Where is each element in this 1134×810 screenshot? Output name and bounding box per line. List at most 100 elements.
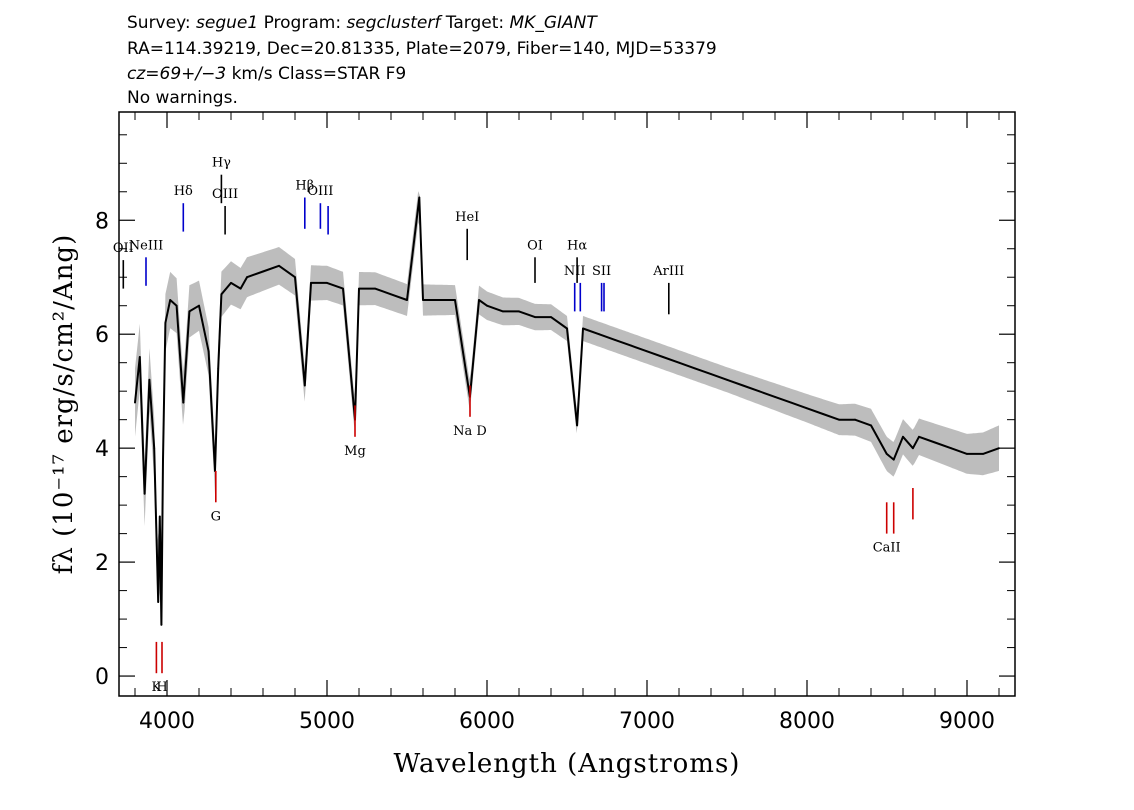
x-tick-label: 8000: [779, 709, 835, 734]
line-marker-label: H: [156, 680, 167, 695]
flux-point: [406, 299, 408, 301]
line-marker-label: HeI: [455, 210, 479, 225]
line-marker-label: Na D: [453, 424, 487, 439]
header-line-1: Survey: segue1 Program: segclusterf Targ…: [127, 13, 598, 33]
flux-point: [950, 447, 952, 450]
flux-point: [138, 356, 141, 358]
flux-point: [982, 453, 984, 455]
line-marker-label: Hδ: [174, 184, 193, 199]
flux-point: [598, 333, 600, 336]
line-marker-label: NeIII: [129, 238, 163, 253]
x-tick-label: 7000: [619, 709, 675, 734]
line-marker-label: Hγ: [212, 156, 231, 171]
flux-point: [576, 424, 578, 427]
flux-point: [902, 435, 904, 438]
flux-point: [418, 196, 421, 199]
flux-point: [310, 282, 312, 284]
flux-point: [207, 350, 210, 353]
flux-point: [374, 287, 376, 290]
flux-point: [294, 276, 296, 279]
flux-point: [912, 447, 914, 450]
flux-point: [188, 310, 191, 313]
x-tick-label: 6000: [459, 709, 515, 734]
flux-point: [966, 453, 968, 455]
y-axis-title: fλ (10⁻¹⁷ erg/s/cm²/Ang): [49, 234, 79, 574]
line-marker-label: Mg: [344, 444, 366, 459]
flux-point: [169, 299, 172, 301]
flux-point: [454, 299, 456, 301]
flux-point: [790, 401, 792, 404]
line-marker-label: K: [152, 680, 162, 695]
line-marker-label: Hα: [567, 238, 587, 253]
y-tick-label: 0: [95, 665, 109, 690]
header-line-3: cz=69+/−3 km/s Class=STAR F9: [127, 64, 406, 84]
flux-point: [774, 396, 776, 398]
flux-point: [646, 350, 648, 353]
flux-point: [438, 299, 440, 301]
flux-point: [478, 299, 480, 301]
flux-point: [486, 304, 488, 307]
flux-point: [134, 401, 136, 404]
flux-point: [158, 515, 161, 518]
flux-point: [726, 378, 728, 381]
y-tick-label: 2: [95, 551, 109, 576]
x-axis-title: Wavelength (Angstroms): [394, 749, 741, 779]
flux-point: [710, 373, 712, 375]
flux-point: [164, 321, 167, 324]
flux-point: [148, 378, 151, 381]
flux-point: [342, 287, 344, 290]
program-value: segclusterf: [346, 13, 443, 33]
flux-point: [278, 264, 280, 267]
x-tick-label: 5000: [299, 709, 355, 734]
class-text: km/s Class=STAR F9: [226, 64, 406, 84]
flux-point: [806, 407, 808, 410]
flux-point: [217, 367, 220, 370]
flux-point: [550, 316, 552, 318]
line-marker-label: Hβ: [295, 179, 314, 194]
flux-point: [182, 401, 185, 404]
line-marker-label: ArIII: [652, 264, 684, 279]
flux-point: [742, 384, 744, 387]
line-marker-label: NII: [564, 264, 586, 279]
target-value: MK_GIANT: [510, 13, 599, 33]
flux-point: [566, 327, 568, 330]
flux-point: [157, 601, 160, 603]
flux-point: [239, 287, 242, 290]
flux-point: [162, 458, 164, 461]
flux-point: [630, 344, 632, 347]
flux-point: [153, 447, 156, 450]
flux-point: [230, 282, 232, 284]
flux-line: [134, 196, 1000, 626]
flux-point: [678, 361, 680, 364]
flux-point: [822, 413, 824, 415]
flux-point: [326, 282, 328, 284]
line-marker-label: OIII: [307, 184, 333, 199]
line-marker-label: OIII: [212, 187, 238, 202]
survey-label: Survey:: [127, 13, 196, 33]
header-line-4: No warnings.: [127, 88, 238, 108]
flux-point: [518, 310, 520, 313]
flux-point: [838, 418, 840, 421]
flux-point: [262, 270, 264, 273]
flux-point: [870, 424, 872, 427]
redshift-value: cz=69+/−3: [127, 64, 226, 84]
flux-point: [534, 316, 536, 318]
line-marker-label: G: [211, 509, 221, 524]
flux-point: [422, 299, 424, 301]
flux-point: [662, 356, 664, 358]
line-marker-label: SII: [592, 264, 611, 279]
line-marker-label: CaII: [873, 541, 901, 556]
flux-point: [220, 293, 223, 296]
flux-point: [918, 435, 920, 438]
x-tick-label: 4000: [139, 709, 195, 734]
flux-point: [390, 293, 392, 296]
flux-point: [614, 339, 616, 341]
target-label: Target:: [440, 13, 509, 33]
y-tick-label: 6: [95, 323, 109, 348]
x-tick-label: 9000: [939, 709, 995, 734]
flux-point: [758, 390, 760, 393]
flux-point: [694, 367, 696, 370]
flux-point: [582, 327, 584, 330]
y-tick-label: 8: [95, 209, 109, 234]
